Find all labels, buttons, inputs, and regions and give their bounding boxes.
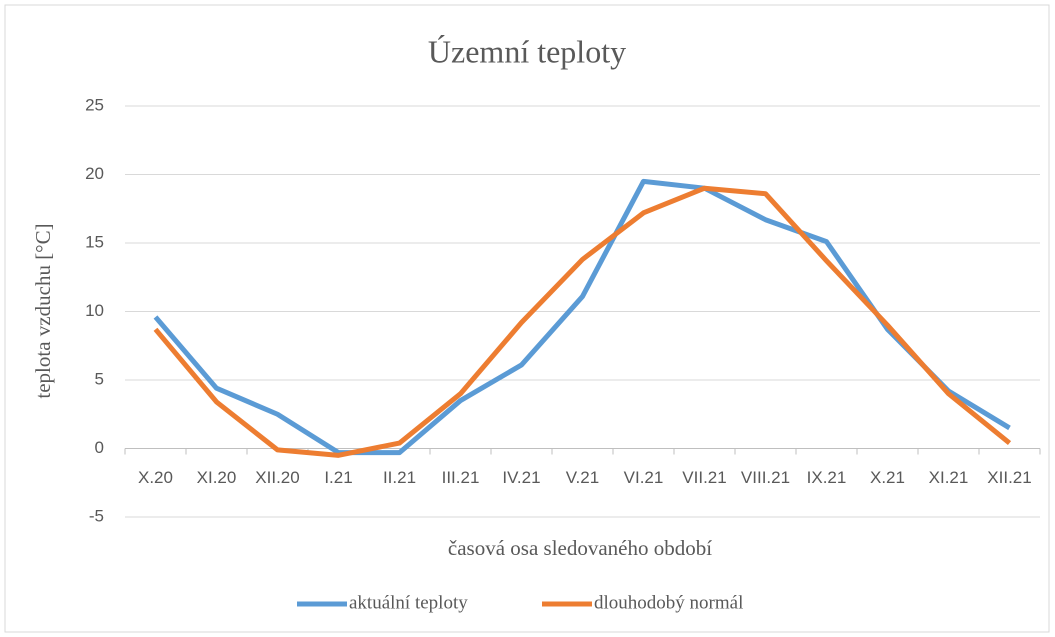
- x-tick-label: X.21: [870, 468, 905, 487]
- legend-label: aktuální teploty: [349, 592, 468, 613]
- x-tick-label: X.20: [138, 468, 173, 487]
- x-tick-label: VI.21: [624, 468, 664, 487]
- x-axis-label: časová osa sledovaného období: [448, 536, 712, 560]
- x-tick-label: XI.20: [197, 468, 237, 487]
- x-tick-label: IV.21: [502, 468, 540, 487]
- x-tick-label: I.21: [324, 468, 352, 487]
- y-tick-label: 5: [95, 369, 104, 388]
- chart-title: Územní teploty: [428, 33, 626, 69]
- x-tick-label: III.21: [442, 468, 480, 487]
- legend-label: dlouhodobý normál: [594, 592, 743, 613]
- x-tick-label: V.21: [566, 468, 599, 487]
- x-tick-label: VIII.21: [741, 468, 790, 487]
- x-tick-label: II.21: [383, 468, 416, 487]
- x-tick-label: XII.21: [987, 468, 1031, 487]
- series-line: [153, 178, 1011, 456]
- y-tick-label: 20: [85, 164, 104, 183]
- x-tick-label: IX.21: [807, 468, 847, 487]
- x-tick-label: XI.21: [929, 468, 969, 487]
- y-tick-label: 0: [95, 438, 104, 457]
- y-axis-label: teplota vzduchu [°C]: [31, 223, 55, 398]
- series-line: [153, 185, 1012, 458]
- y-tick-label: -5: [89, 506, 104, 525]
- y-tick-label: 25: [85, 95, 104, 114]
- y-tick-label: 10: [85, 301, 104, 320]
- y-tick-label: 15: [85, 232, 104, 251]
- x-tick-label: VII.21: [682, 468, 726, 487]
- x-tick-label: XII.20: [255, 468, 299, 487]
